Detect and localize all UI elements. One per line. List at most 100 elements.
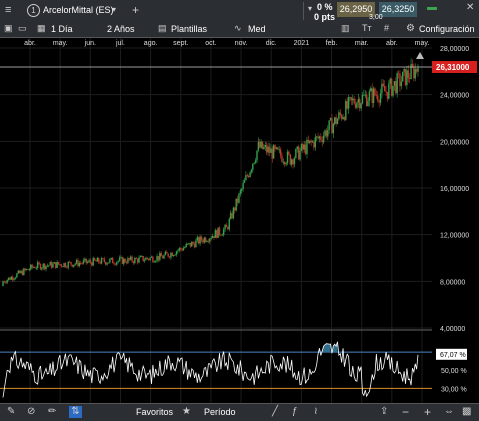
candle-body — [361, 95, 364, 104]
candle-body — [217, 227, 219, 238]
fit-icon[interactable]: ⇔ — [444, 406, 454, 417]
candle-body — [225, 224, 228, 228]
candle-body — [279, 149, 282, 156]
no-entry-icon[interactable]: ⊘ — [27, 406, 36, 417]
candle-body — [135, 257, 137, 259]
candle-body — [207, 241, 210, 243]
candle-body — [359, 99, 361, 109]
candle-body — [375, 95, 378, 97]
candle-body — [49, 262, 51, 266]
price-chart[interactable]: abr. may. jun. jul. ago. sept. oct. nov. dic. 202… — [0, 38, 479, 403]
instrument-number-badge[interactable]: 1 — [27, 4, 40, 17]
range-selector[interactable]: 2 Años — [107, 24, 135, 34]
candle-body — [92, 258, 94, 266]
candle-body — [32, 267, 35, 268]
candle-body — [400, 81, 403, 87]
month-label: abr. — [386, 40, 398, 47]
candle-body — [261, 141, 264, 149]
candle-body — [105, 261, 107, 265]
candle-body — [170, 252, 172, 258]
month-label: mar. — [355, 40, 369, 47]
candle-body — [23, 268, 25, 276]
candle-body — [238, 193, 240, 203]
candle-body — [38, 262, 40, 264]
candle-body — [267, 146, 269, 153]
candle-body — [347, 97, 350, 109]
candle-body — [259, 141, 261, 148]
add-symbol-button[interactable]: + — [132, 3, 140, 17]
text-size-icon[interactable]: Tт — [362, 23, 372, 33]
candle-body — [353, 98, 355, 104]
candle-body — [293, 157, 296, 165]
candle-body — [343, 117, 346, 120]
templates-button[interactable]: Plantillas — [171, 24, 208, 34]
interval-selector[interactable]: 1 Día — [51, 24, 73, 34]
draw-icon[interactable]: ✏ — [48, 406, 57, 417]
chevron-down-icon[interactable]: ▾ — [112, 5, 117, 14]
chart-type-icon[interactable]: ▥ — [341, 23, 350, 33]
candle-body — [131, 256, 133, 262]
scroll-up-icon[interactable] — [416, 52, 424, 59]
trend-line-icon[interactable]: ╱ — [272, 406, 279, 417]
candle-body — [274, 145, 276, 149]
candle-body — [257, 141, 260, 151]
close-icon[interactable]: ✕ — [466, 2, 475, 13]
candle-body — [82, 260, 85, 264]
indicator-button[interactable]: Med — [248, 24, 266, 34]
zoom-out-icon[interactable]: − — [402, 405, 410, 419]
month-label: may. — [415, 40, 430, 47]
candle-body — [299, 150, 301, 160]
month-label: abr. — [24, 40, 36, 47]
month-label: 2021 — [294, 40, 310, 47]
ask-price[interactable]: 26,3250 — [379, 2, 417, 17]
candle-body — [42, 263, 44, 268]
wave-icon[interactable]: ≀ — [314, 406, 318, 417]
link-icon[interactable]: ⇅ — [69, 406, 82, 418]
candle-body — [152, 256, 154, 262]
candle-body — [285, 163, 287, 165]
y-tick-label: 12,00000 — [440, 233, 469, 240]
candle-body — [41, 267, 43, 270]
favorites-button[interactable]: Favoritos — [136, 407, 174, 417]
candle-body — [386, 91, 389, 99]
candle-body — [315, 136, 318, 138]
zoom-in-icon[interactable]: + — [424, 405, 432, 419]
candle-body — [24, 268, 26, 271]
candle-body — [71, 264, 74, 267]
expand-icon[interactable]: ▩ — [462, 406, 472, 417]
candle-body — [407, 70, 409, 79]
candle-body — [95, 260, 97, 262]
candle-body — [371, 88, 373, 104]
settings-button[interactable]: Configuración — [419, 24, 475, 34]
candle-body — [360, 103, 362, 109]
candle-body — [114, 263, 117, 265]
candle-body — [200, 236, 203, 241]
instrument-name[interactable]: ArcelorMittal (ES) — [43, 5, 114, 15]
y-tick-label: 8,00000 — [440, 279, 465, 286]
candle-body — [85, 258, 87, 263]
candle-body — [415, 68, 418, 72]
pencil-icon[interactable]: ✎ — [7, 406, 16, 417]
candle-body — [117, 260, 119, 263]
candle-body — [185, 243, 187, 248]
candle-body — [249, 172, 251, 178]
candle-body — [317, 136, 319, 139]
grid-icon[interactable]: # — [384, 23, 390, 33]
period-button[interactable]: Período — [204, 407, 236, 417]
month-label: jun. — [84, 40, 96, 47]
layout-icon[interactable]: ▭ — [18, 23, 27, 33]
star-icon[interactable]: ★ — [182, 406, 191, 417]
minimize-icon[interactable]: ▬ — [427, 2, 437, 13]
candle-body — [106, 263, 108, 265]
candle-body — [368, 91, 371, 102]
candle-body — [288, 151, 290, 155]
collapse-icon[interactable]: ▣ — [4, 23, 13, 33]
menu-icon[interactable]: ≡ — [5, 4, 12, 16]
fibonacci-icon[interactable]: ƒ — [292, 406, 298, 417]
candle-body — [43, 263, 46, 270]
candle-body — [188, 242, 190, 244]
candle-body — [111, 257, 114, 264]
upload-icon[interactable]: ⇪ — [380, 406, 389, 417]
gear-icon: ⚙ — [406, 23, 415, 34]
bid-price[interactable]: 26,2950 — [337, 2, 375, 17]
